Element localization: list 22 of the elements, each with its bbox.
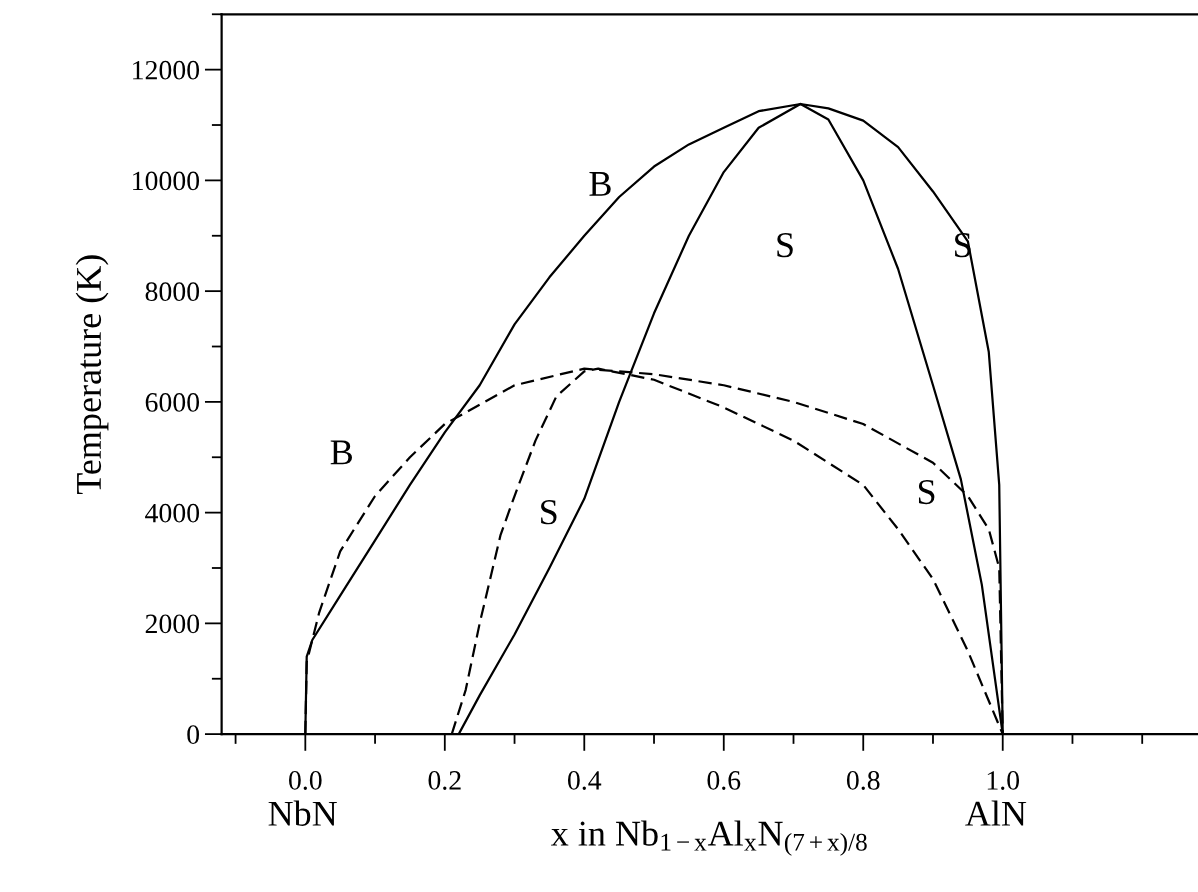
y-axis-title: Temperature (K) (75, 255, 109, 495)
annotation: S (541, 500, 557, 525)
y-tick-label: 12000 (133, 60, 200, 80)
x-tick-label: 0.2 (428, 771, 461, 790)
annotation: B (589, 172, 611, 196)
y-tick-label: 8000 (145, 282, 200, 302)
x-tick-label: 0.4 (567, 771, 602, 790)
annotation: S (777, 232, 793, 258)
y-tick-label: 4000 (145, 503, 200, 523)
text: NbN (268, 800, 337, 826)
x-tick-label: 0.0 (289, 771, 322, 790)
x-tick-label: 0.8 (846, 771, 880, 790)
y-tick-label: 6000 (145, 393, 200, 412)
text: AlN (965, 800, 1027, 826)
y-tick-label: 0 (187, 725, 200, 745)
x-tick-label: 0.6 (707, 771, 741, 790)
y-tick-label: 10000 (133, 171, 200, 191)
y-tick-label: 2000 (145, 614, 200, 634)
annotation: B (330, 440, 352, 465)
x-tick-label: 1.0 (987, 771, 1020, 790)
annotation: S (918, 479, 935, 505)
x-axis-title: x in Nb$_{1−x}$Al$_{x}$N$_{(7+x)/8}$ (551, 820, 867, 856)
